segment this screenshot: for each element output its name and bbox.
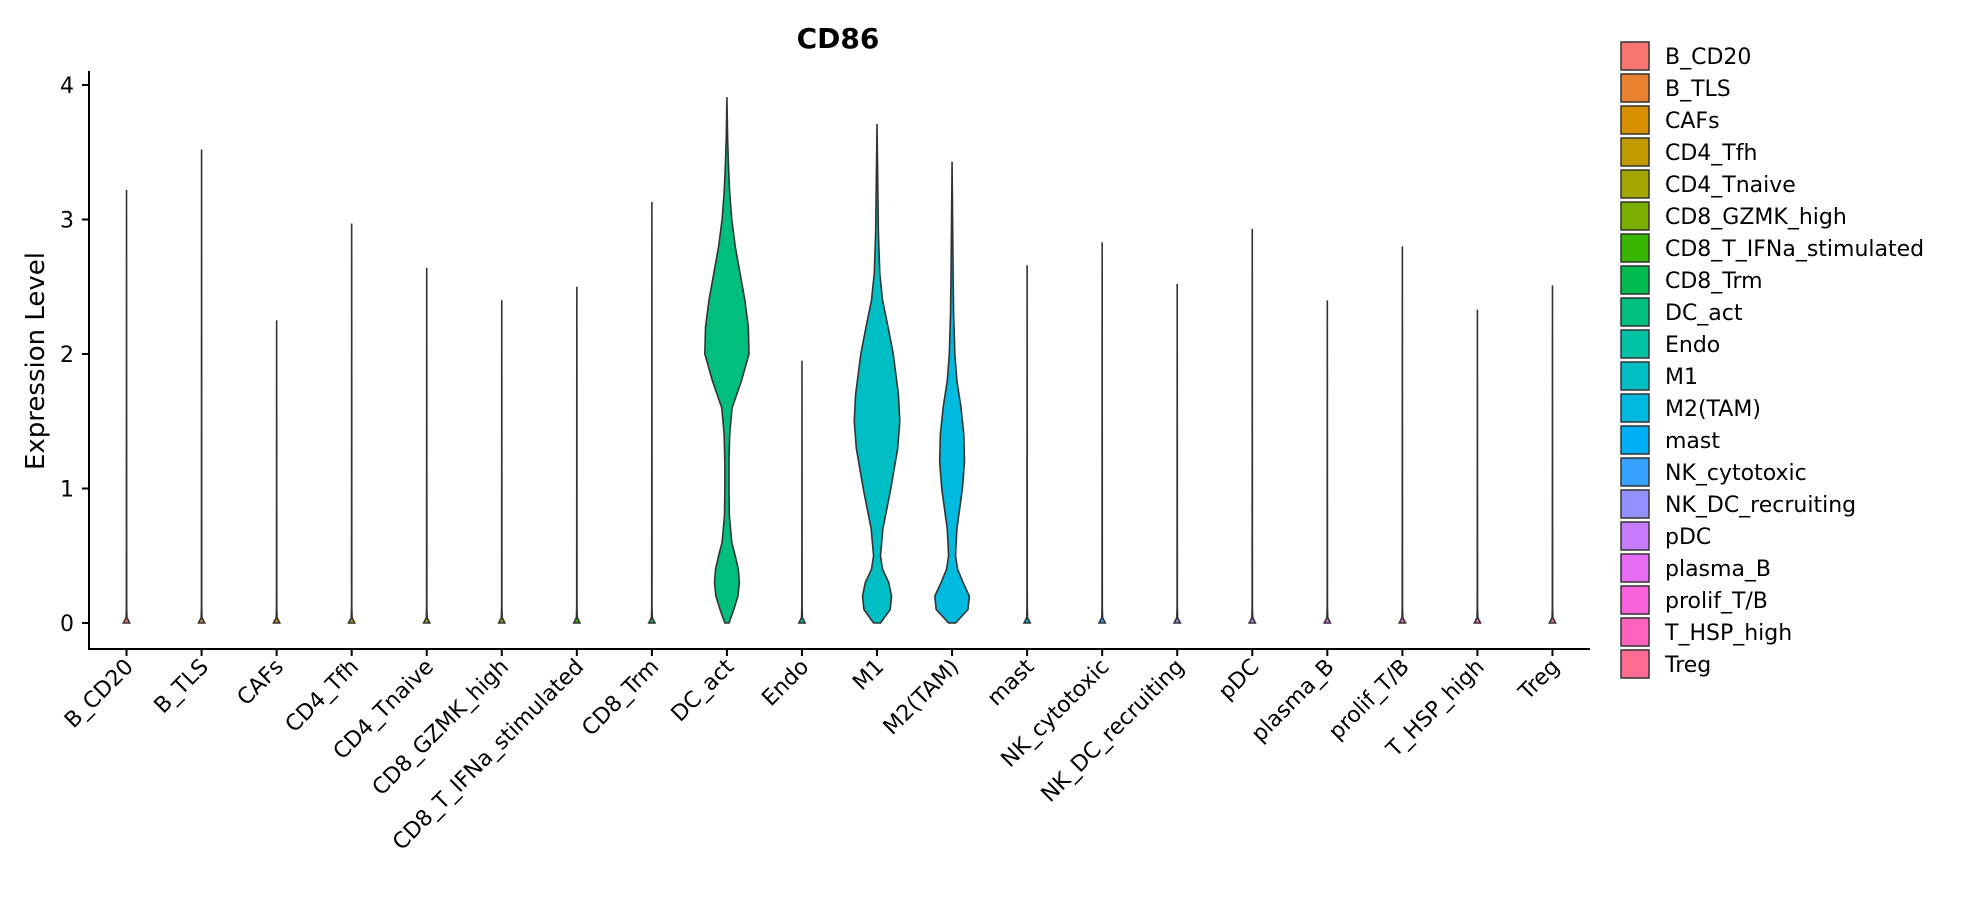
legend-label: plasma_B (1665, 557, 1771, 582)
legend-swatch (1620, 105, 1650, 135)
violin-dc-act (704, 97, 750, 624)
violin-prolif-t-b (1397, 246, 1407, 624)
legend-label: CD4_Tfh (1665, 141, 1757, 166)
x-tick-label: Endo (757, 655, 814, 712)
violin-cd8-trm (647, 202, 657, 624)
legend-swatch (1620, 329, 1650, 359)
x-tick-label: M1 (848, 655, 889, 696)
legend: B_CD20 B_TLS CAFs CD4_Tfh CD4_Tnaive CD8_GZMK… (1620, 41, 1924, 679)
legend-label: CD4_Tnaive (1665, 173, 1796, 198)
legend-swatch (1620, 649, 1650, 679)
violin-plasma-b (1322, 300, 1332, 624)
legend-label: M1 (1665, 365, 1698, 390)
violin-endo (797, 360, 807, 624)
legend-swatch (1620, 553, 1650, 583)
legend-swatch (1620, 201, 1650, 231)
violin-mast (1022, 265, 1032, 624)
legend-label: DC_act (1665, 301, 1743, 326)
legend-swatch (1620, 169, 1650, 199)
violin-m2-tam- (933, 161, 971, 624)
y-tick-label: 2 (60, 343, 74, 368)
x-tick-label: B_CD20 (60, 655, 139, 734)
y-tick-label: 4 (60, 74, 74, 99)
legend-label: Treg (1664, 653, 1711, 678)
legend-label: CD8_Trm (1665, 269, 1763, 294)
y-tick-label: 3 (60, 209, 74, 234)
x-tick-label: NK_DC_recruiting (1037, 655, 1190, 808)
x-tick-label: DC_act (667, 654, 740, 727)
legend-label: B_CD20 (1665, 45, 1751, 70)
legend-swatch (1620, 297, 1650, 327)
x-tick-label: B_TLS (150, 655, 214, 719)
violin-nk-dc-recruiting (1172, 284, 1182, 624)
violin-m1 (853, 123, 901, 624)
violin-b-cd20 (122, 189, 131, 624)
violin-cd8-gzmk-high (497, 300, 507, 624)
x-tick-label: CD8_Trm (577, 655, 664, 742)
violin-treg (1548, 285, 1557, 624)
chart-title: CD86 (797, 22, 880, 55)
legend-label: CD8_GZMK_high (1665, 205, 1847, 230)
legend-swatch (1620, 393, 1650, 423)
legend-label: B_TLS (1665, 77, 1731, 102)
x-tick-label: pDC (1214, 655, 1264, 705)
x-tick-label: mast (983, 654, 1040, 711)
y-axis-label: Expression Level (21, 252, 51, 470)
legend-swatch (1620, 585, 1650, 615)
legend-swatch (1620, 425, 1650, 455)
violin-b-tls (197, 149, 206, 624)
legend-swatch (1620, 265, 1650, 295)
legend-swatch (1620, 457, 1650, 487)
violin-pdc (1247, 228, 1257, 624)
legend-swatch (1620, 41, 1650, 71)
legend-swatch (1620, 489, 1650, 519)
y-ticks: 0 1 2 3 4 (60, 74, 89, 637)
violin-cd8-t-ifna-stimulated (572, 286, 582, 624)
legend-label: prolif_T/B (1665, 589, 1768, 614)
legend-label: NK_cytotoxic (1665, 461, 1807, 486)
violin-cd4-tnaive (422, 267, 432, 624)
legend-label: CD8_T_IFNa_stimulated (1665, 237, 1924, 262)
violin-cd4-tfh (347, 223, 357, 624)
x-tick-label: plasma_B (1247, 655, 1340, 748)
x-tick-label: Treg (1514, 655, 1565, 706)
legend-label: Endo (1665, 333, 1720, 358)
legend-swatch (1620, 617, 1650, 647)
legend-swatch (1620, 137, 1650, 167)
legend-label: T_HSP_high (1664, 621, 1792, 646)
violin-t-hsp-high (1473, 309, 1482, 624)
x-tick-label: CAFs (233, 655, 289, 711)
violin-nk-cytotoxic (1097, 242, 1107, 624)
y-tick-label: 0 (60, 612, 74, 637)
y-tick-label: 1 (60, 478, 74, 503)
x-tick-label: M2(TAM) (879, 655, 964, 740)
legend-label: M2(TAM) (1665, 397, 1761, 422)
legend-swatch (1620, 361, 1650, 391)
violins (122, 97, 1557, 624)
legend-label: pDC (1665, 525, 1711, 550)
legend-label: NK_DC_recruiting (1665, 493, 1856, 518)
legend-swatch (1620, 233, 1650, 263)
violin-cafs (272, 320, 282, 624)
legend-swatch (1620, 521, 1650, 551)
legend-label: CAFs (1665, 109, 1720, 134)
x-ticks: B_CD20 B_TLS CAFsCD4_TfhCD4_TnaiveCD8_GZMK… (60, 649, 1565, 855)
x-tick-label: CD8_GZMK_high (368, 655, 514, 801)
legend-swatch (1620, 73, 1650, 103)
legend-label: mast (1665, 429, 1720, 454)
